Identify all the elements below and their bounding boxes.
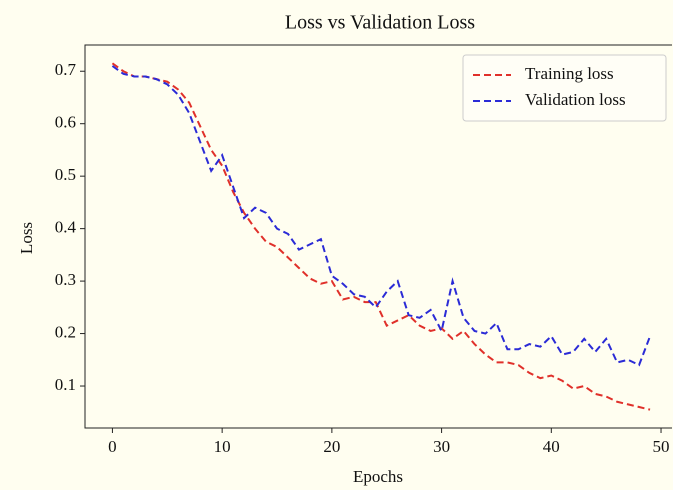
y-tick-label: 0.7	[55, 60, 77, 79]
chart-title: Loss vs Validation Loss	[285, 12, 475, 34]
x-tick-label: 0	[108, 437, 117, 456]
y-axis-label: Loss	[17, 222, 36, 254]
y-tick-label: 0.5	[55, 165, 76, 184]
axes-frame	[84, 44, 672, 429]
y-tick-label: 0.3	[55, 270, 76, 289]
y-tick-label: 0.1	[55, 375, 76, 394]
legend-box	[462, 54, 667, 122]
x-tick-label: 40	[543, 437, 560, 456]
line-series	[111, 65, 651, 367]
y-tick-label: 0.6	[55, 113, 76, 132]
y-tick-label: 0.4	[55, 218, 77, 237]
x-tick-label: 20	[323, 437, 340, 456]
x-tick-label: 10	[214, 437, 231, 456]
line-series	[111, 62, 651, 411]
x-axis-label: Epochs	[353, 467, 403, 486]
legend-label: Validation loss	[525, 90, 626, 109]
legend-label: Training loss	[525, 64, 614, 83]
x-tick-label: 30	[433, 437, 450, 456]
x-tick-label: 50	[653, 437, 670, 456]
y-tick-label: 0.2	[55, 322, 76, 341]
